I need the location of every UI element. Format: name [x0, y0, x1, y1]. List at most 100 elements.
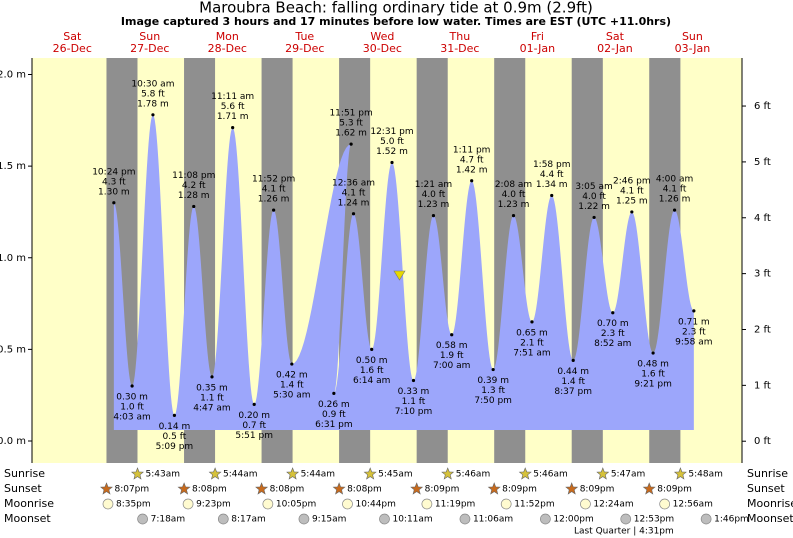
tide-label: 9:58 am — [675, 337, 712, 347]
tide-label: 0.70 m — [597, 319, 629, 329]
tide-label: 4:47 am — [193, 403, 230, 413]
tide-label: 0.5 ft — [163, 432, 187, 442]
sunset-icon — [642, 482, 656, 495]
moonset-time: 7:18am — [151, 515, 186, 525]
tide-point — [592, 215, 596, 220]
sunrise-time: 5:48am — [688, 470, 723, 480]
tide-label: 2.3 ft — [601, 329, 625, 339]
sunrise-icon — [441, 467, 455, 480]
moonset-time: 10:11am — [392, 515, 432, 525]
sunrise-time: 5:45am — [378, 470, 413, 480]
tide-label: 0.20 m — [238, 411, 270, 421]
tide-label: 0.7 ft — [242, 421, 266, 431]
tide-label: 4.0 ft — [502, 190, 526, 200]
moonrise-time: 10:05pm — [276, 500, 316, 510]
date-label: 30-Dec — [363, 42, 402, 55]
sunset-time: 8:08pm — [192, 485, 227, 495]
moonrise-icon — [659, 498, 671, 510]
date-label: 26-Dec — [53, 42, 92, 55]
tide-point — [450, 333, 454, 337]
tide-label: 4.1 ft — [620, 186, 644, 196]
tide-label: 10:24 pm — [92, 167, 135, 177]
row-label: Moonset — [4, 512, 51, 525]
weekday-label: Sun — [139, 30, 160, 43]
tide-label: 1.62 m — [335, 129, 367, 139]
moonrise-time: 8:35pm — [116, 500, 151, 510]
tide-label: 12:36 am — [332, 178, 375, 188]
tide-point — [151, 113, 155, 117]
sunrise-time: 5:47am — [611, 470, 646, 480]
tide-point — [351, 212, 356, 216]
y2-tick-label: 5 ft — [754, 157, 771, 168]
moonrise-icon — [182, 498, 194, 510]
sunrise-icon — [208, 467, 222, 480]
sunset-time: 8:09pm — [657, 485, 692, 495]
row-label: Sunrise — [4, 467, 45, 480]
tide-label: 4.3 ft — [102, 177, 126, 187]
tide-label: 6:31 pm — [315, 420, 353, 430]
tide-label: 4:03 am — [113, 413, 150, 423]
moonrise-icon — [421, 498, 433, 510]
weekday-label: Mon — [216, 30, 239, 43]
tide-label: 1.22 m — [578, 202, 610, 212]
tide-label: 0.39 m — [477, 376, 509, 386]
tide-label: 8:37 pm — [554, 387, 592, 397]
tide-label: 1.23 m — [418, 200, 450, 210]
tide-label: 1.9 ft — [440, 351, 464, 361]
tide-area — [113, 114, 694, 431]
tide-label: 0.33 m — [398, 387, 430, 397]
tide-point — [530, 320, 534, 324]
y-tick-label: 2.0 m — [0, 69, 26, 80]
sunset-time: 8:07pm — [114, 485, 149, 495]
tide-label: 0.26 m — [318, 400, 350, 410]
tide-label: 11:52 pm — [252, 175, 295, 185]
y2-tick-label: 0 ft — [754, 436, 771, 447]
moonrise-time: 11:19pm — [435, 500, 475, 510]
weekday-label: Fri — [531, 30, 544, 43]
tide-label: 0.44 m — [557, 367, 589, 377]
tide-label: 2.1 ft — [520, 338, 544, 348]
sunrise-time: 5:44am — [223, 470, 257, 480]
moonset-icon — [217, 513, 229, 525]
tide-label: 0.30 m — [116, 393, 148, 403]
sunset-icon — [100, 482, 113, 495]
tide-point — [192, 204, 196, 209]
tide-label: 1.6 ft — [641, 370, 665, 380]
moonrise-icon — [342, 498, 353, 510]
tide-label: 4.4 ft — [540, 170, 564, 180]
weekday-label: Thu — [449, 30, 471, 43]
tide-label: 0.35 m — [196, 383, 228, 393]
moonrise-time: 12:56am — [673, 500, 713, 510]
tide-label: 0.50 m — [356, 356, 388, 366]
sunset-time: 8:09pm — [425, 485, 460, 495]
chart-subtitle: Image captured 3 hours and 17 minutes be… — [121, 15, 671, 28]
moonset-time: 8:17am — [231, 515, 266, 525]
tide-point — [272, 208, 276, 212]
tide-label: 11:51 pm — [329, 109, 372, 119]
moonrise-time: 12:24am — [593, 500, 633, 510]
sunrise-icon — [518, 467, 532, 480]
moonrise-icon — [500, 498, 512, 510]
y2-tick-label: 6 ft — [754, 101, 771, 112]
y2-tick-label: 1 ft — [754, 380, 771, 391]
date-label: 31-Dec — [440, 42, 479, 55]
sunrise-icon — [363, 467, 377, 480]
tide-label: 0.9 ft — [322, 410, 346, 420]
moonset-time: 9:15am — [312, 515, 347, 525]
tide-point — [332, 391, 336, 395]
tide-label: 1:21 am — [415, 180, 452, 190]
date-label: 27-Dec — [130, 42, 169, 55]
tide-label: 5.8 ft — [141, 89, 165, 99]
tide-label: 4.0 ft — [582, 192, 606, 202]
tide-label: 0.65 m — [516, 328, 548, 338]
sunrise-time: 5:44am — [301, 470, 336, 480]
moonrise-icon — [102, 498, 114, 510]
weekday-label: Sat — [606, 30, 625, 43]
tide-label: 4.7 ft — [460, 155, 484, 165]
y-tick-label: 1.5 m — [0, 161, 26, 172]
weekday-label: Sun — [682, 30, 703, 43]
tide-label: 1.42 m — [456, 165, 488, 175]
moonset-time: 11:06am — [473, 515, 513, 525]
sunset-time: 8:09pm — [580, 485, 615, 495]
tide-label: 1.4 ft — [561, 377, 585, 387]
